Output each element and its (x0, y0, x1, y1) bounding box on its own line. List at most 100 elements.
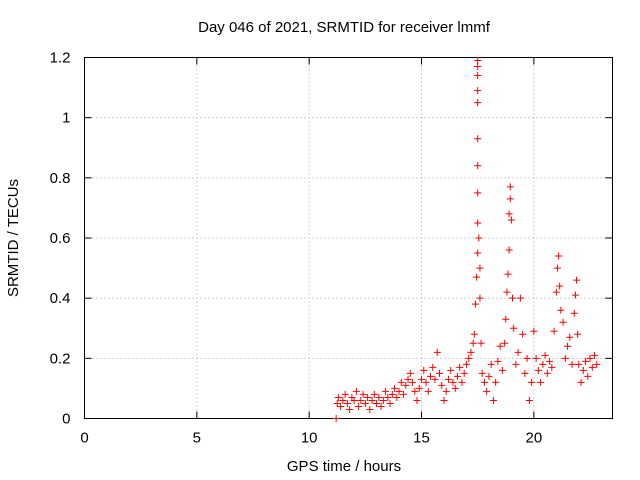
data-point (523, 354, 531, 362)
data-point (404, 375, 412, 383)
data-point (343, 399, 351, 407)
data-point (469, 339, 477, 347)
data-point (355, 402, 363, 410)
data-point (397, 378, 405, 386)
data-point (431, 375, 439, 383)
data-point (442, 387, 450, 395)
data-point (474, 189, 482, 197)
y-axis-label: SRMTID / TECUs (5, 179, 22, 297)
y-tick-label: 1.2 (50, 50, 71, 67)
data-point (584, 372, 592, 380)
data-point (341, 390, 349, 398)
y-tick-label: 0.8 (50, 170, 71, 187)
y-tick-label: 0.6 (50, 230, 71, 247)
data-point (586, 354, 594, 362)
data-point (494, 357, 502, 365)
data-point (496, 342, 504, 350)
data-point (516, 294, 524, 302)
data-point (532, 354, 540, 362)
data-point (568, 360, 576, 368)
data-point (543, 369, 551, 377)
data-point (504, 270, 512, 278)
data-point (530, 327, 538, 335)
data-point (384, 393, 392, 401)
data-point (577, 378, 585, 386)
data-point (379, 396, 387, 404)
data-point (566, 333, 574, 341)
data-point (435, 369, 443, 377)
data-point (537, 378, 545, 386)
data-point (505, 246, 513, 254)
data-point (541, 351, 549, 359)
data-points (332, 57, 601, 422)
data-point (350, 396, 358, 404)
data-point (507, 216, 515, 224)
data-point (352, 387, 360, 395)
data-point (359, 390, 367, 398)
data-point (546, 357, 554, 365)
data-point (373, 399, 381, 407)
data-point (471, 300, 479, 308)
data-point (503, 288, 511, 296)
data-point (453, 372, 461, 380)
data-point (438, 381, 446, 389)
x-axis-label: GPS time / hours (287, 458, 401, 475)
data-point (519, 330, 527, 338)
data-point (391, 384, 399, 392)
data-point (557, 306, 565, 314)
data-point (337, 402, 345, 410)
data-point (521, 369, 529, 377)
data-point (510, 324, 518, 332)
data-point (548, 363, 556, 371)
data-point (474, 87, 482, 95)
data-point (400, 390, 408, 398)
x-tick-label: 10 (301, 430, 318, 447)
data-point (505, 210, 513, 218)
data-point (528, 378, 536, 386)
data-point (424, 387, 432, 395)
data-point (470, 330, 478, 338)
data-point (492, 378, 500, 386)
data-point (552, 288, 560, 296)
data-point (366, 405, 374, 413)
data-point (525, 396, 533, 404)
data-point (462, 360, 470, 368)
data-point (370, 390, 378, 398)
data-point (485, 372, 493, 380)
data-point (346, 405, 354, 413)
data-point (498, 366, 506, 374)
data-point (395, 387, 403, 395)
data-point (467, 348, 475, 356)
data-point (475, 234, 483, 242)
data-point (570, 309, 578, 317)
data-point (393, 393, 401, 401)
y-tick-label: 0.4 (50, 290, 71, 307)
data-point (474, 162, 482, 170)
data-point (579, 366, 587, 374)
y-tick-label: 1 (62, 110, 70, 127)
data-point (573, 276, 581, 284)
data-point (375, 393, 383, 401)
data-point (501, 339, 509, 347)
x-tick-label: 15 (413, 430, 430, 447)
data-point (506, 195, 514, 203)
data-point (386, 399, 394, 407)
data-point (460, 369, 468, 377)
data-point (415, 384, 423, 392)
data-point (418, 375, 426, 383)
data-point (564, 342, 572, 350)
data-point (480, 378, 488, 386)
data-point (420, 366, 428, 374)
chart-title: Day 046 of 2021, SRMTID for receiver lmm… (198, 19, 491, 36)
data-point (487, 360, 495, 368)
data-point (550, 327, 558, 335)
data-point (465, 354, 473, 362)
data-point (474, 63, 482, 71)
y-tick-label: 0.2 (50, 350, 71, 367)
x-tick-label: 0 (80, 430, 88, 447)
data-point (474, 99, 482, 107)
data-point (574, 330, 582, 338)
data-point (476, 264, 484, 272)
data-point (440, 396, 448, 404)
data-point (571, 291, 579, 299)
